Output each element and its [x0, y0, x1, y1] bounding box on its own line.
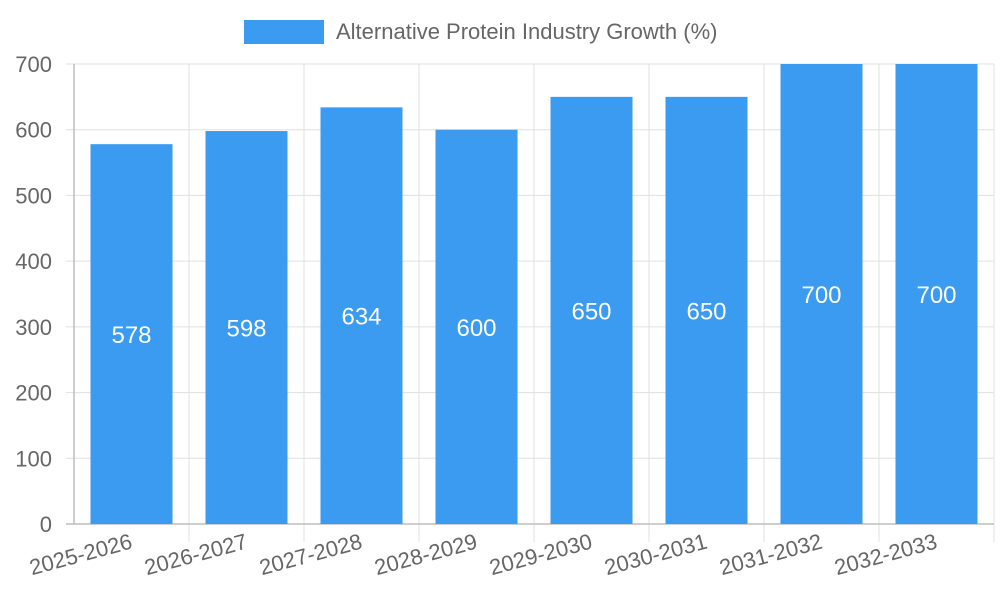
bars [90, 64, 978, 524]
bar-2028-2029[interactable] [435, 129, 518, 524]
data-label: 700 [801, 282, 841, 309]
legend-label[interactable]: Alternative Protein Industry Growth (%) [336, 19, 717, 44]
x-tick-label: 2028-2029 [372, 529, 480, 580]
bar-2032-2033[interactable] [895, 64, 978, 524]
x-tick-label: 2029-2030 [487, 529, 595, 580]
bar-2031-2032[interactable] [780, 64, 863, 524]
legend[interactable]: Alternative Protein Industry Growth (%) [244, 19, 717, 44]
x-tick-label: 2032-2033 [832, 529, 940, 580]
data-label: 600 [456, 315, 496, 342]
bar-2025-2026[interactable] [90, 144, 173, 524]
x-tick-label: 2027-2028 [257, 529, 365, 580]
x-tick-label: 2031-2032 [717, 529, 825, 580]
y-tick-label: 700 [15, 52, 52, 77]
bar-2026-2027[interactable] [205, 131, 288, 524]
data-labels: 578 598 634 600 650 650 700 700 [111, 282, 956, 349]
x-tick-label: 2030-2031 [602, 529, 710, 580]
data-label: 650 [686, 298, 726, 325]
data-label: 650 [571, 298, 611, 325]
y-tick-label: 300 [15, 315, 52, 340]
y-tick-label: 200 [15, 381, 52, 406]
y-tick-label: 0 [40, 512, 52, 537]
bar-2030-2031[interactable] [665, 96, 748, 524]
x-tick-label: 2026-2027 [142, 529, 250, 580]
y-tick-label: 400 [15, 249, 52, 274]
y-tick-label: 100 [15, 446, 52, 471]
data-label: 578 [111, 322, 151, 349]
bar-2029-2030[interactable] [550, 96, 633, 524]
data-label: 634 [341, 304, 381, 331]
y-tick-label: 500 [15, 183, 52, 208]
y-tick-label: 600 [15, 118, 52, 143]
data-label: 700 [916, 282, 956, 309]
legend-swatch[interactable] [244, 20, 324, 44]
data-label: 598 [226, 316, 266, 343]
bar-2027-2028[interactable] [320, 107, 403, 524]
